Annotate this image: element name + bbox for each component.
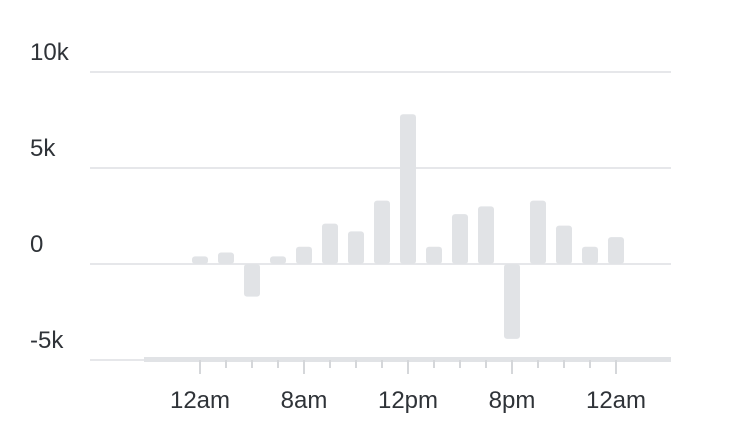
bar — [192, 256, 208, 264]
y-tick-label: 10k — [30, 39, 70, 66]
bar — [348, 231, 364, 264]
bar — [478, 206, 494, 264]
x-axis — [90, 357, 671, 374]
bar-series — [192, 114, 624, 339]
bar — [244, 264, 260, 297]
bar — [296, 246, 312, 264]
x-tick-label: 12am — [586, 387, 646, 414]
bar — [530, 200, 546, 264]
x-tick-label: 12pm — [378, 387, 438, 414]
bar — [426, 246, 442, 264]
bar — [556, 225, 572, 264]
bar — [218, 252, 234, 264]
bar — [374, 200, 390, 264]
y-tick-label: 5k — [30, 135, 56, 162]
y-tick-label: 0 — [30, 231, 43, 258]
x-tick-label: 8pm — [489, 387, 536, 414]
bar — [400, 114, 416, 265]
x-tick-label: 8am — [281, 387, 328, 414]
y-tick-label: -5k — [30, 327, 64, 354]
bar — [608, 237, 624, 264]
y-axis-labels: 10k 5k 0 -5k — [30, 39, 70, 354]
bar — [452, 214, 468, 264]
bar — [504, 264, 520, 339]
bar — [322, 223, 338, 264]
x-axis-labels: 12am 8am 12pm 8pm 12am — [170, 387, 646, 414]
x-axis-band — [144, 357, 671, 362]
bar — [582, 246, 598, 264]
x-tick-label: 12am — [170, 387, 230, 414]
bar — [270, 256, 286, 264]
